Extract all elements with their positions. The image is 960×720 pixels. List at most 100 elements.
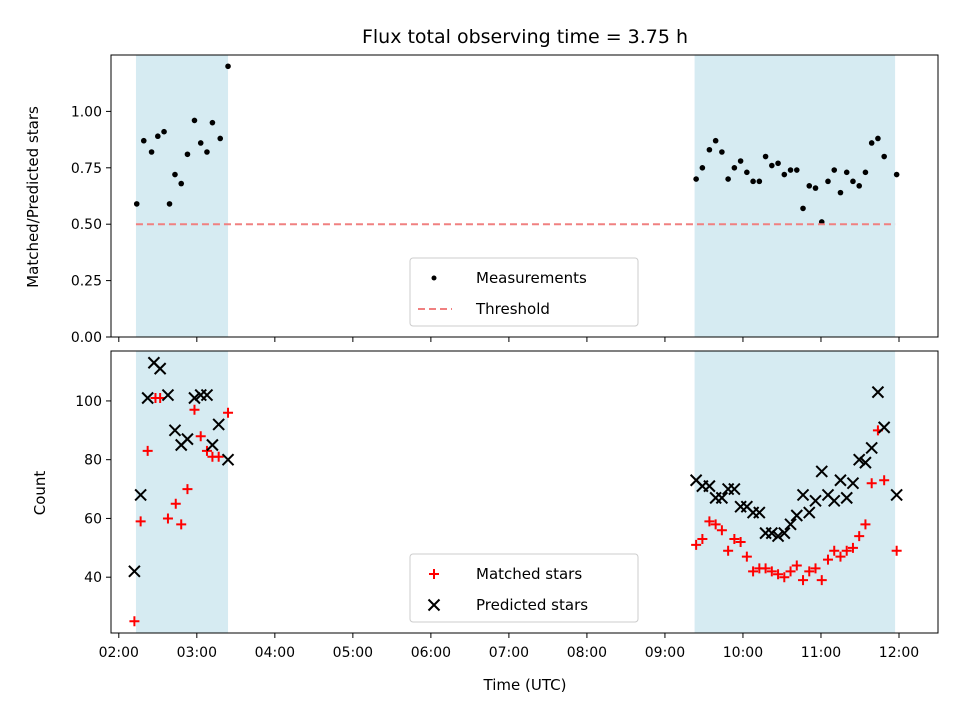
data-point (828, 494, 841, 508)
data-point (693, 176, 699, 182)
data-point (741, 551, 752, 562)
data-point (204, 149, 210, 155)
panel-ratio: 0.00 0.25 0.50 0.75 1.00 Measurements Threshol… (71, 54, 939, 346)
legend: Measurements Threshold (409, 257, 639, 327)
data-point (769, 162, 775, 169)
data-point (213, 451, 224, 462)
data-point (815, 465, 828, 478)
x-tick-label: 07:00 (489, 645, 529, 661)
y-tick-label: 80 (84, 453, 102, 469)
data-point (790, 509, 803, 522)
series-measurements (133, 63, 900, 225)
data-point (212, 418, 225, 431)
data-point (856, 183, 863, 189)
x-axis-label: Time (UTC) (483, 676, 567, 694)
data-point (723, 545, 734, 556)
data-point (787, 167, 794, 173)
series-matched-stars (129, 393, 902, 627)
data-point (760, 563, 771, 574)
chart-title: Flux total observing time = 3.75 h (362, 26, 688, 48)
data-point (791, 560, 802, 571)
data-point (781, 171, 788, 178)
series-predicted-stars (128, 356, 903, 578)
legend-label: Threshold (475, 300, 550, 318)
observing-window-0 (135, 55, 229, 337)
data-point (691, 539, 702, 550)
data-point (189, 404, 200, 415)
observing-window-1 (694, 351, 896, 633)
data-point (191, 117, 198, 124)
data-point (737, 158, 744, 164)
legend-label: Measurements (476, 269, 587, 287)
data-point (155, 393, 166, 403)
y-tick-label: 1.00 (71, 104, 102, 120)
data-point (796, 488, 810, 502)
data-point (140, 137, 147, 144)
data-point (133, 201, 140, 207)
data-point (841, 545, 852, 556)
data-point (809, 494, 822, 508)
data-point (785, 566, 796, 577)
legend-marker (427, 598, 441, 612)
data-point (153, 362, 167, 375)
data-point (843, 169, 850, 176)
data-point (890, 488, 903, 502)
legend-marker (429, 569, 439, 579)
data-point (170, 498, 181, 509)
data-point (195, 431, 206, 442)
data-point (155, 133, 161, 140)
data-point (810, 563, 821, 574)
data-point (865, 441, 878, 455)
data-point (847, 542, 858, 553)
data-point (715, 491, 729, 505)
data-point (703, 479, 716, 493)
data-point (846, 476, 860, 490)
data-point (875, 135, 881, 142)
x-tick-label: 11:00 (801, 645, 841, 661)
data-point (134, 488, 147, 502)
data-point (223, 407, 234, 418)
data-point (879, 475, 890, 486)
data-point (773, 569, 784, 580)
data-point (766, 566, 777, 577)
y-tick-label: 0.25 (71, 274, 102, 290)
x-tick-label: 09:00 (645, 645, 685, 661)
data-point (871, 385, 885, 399)
x-tick-label: 03:00 (177, 645, 217, 661)
data-point (716, 525, 727, 536)
x-tick-label: 08:00 (567, 645, 607, 661)
data-point (868, 140, 875, 146)
x-tick-label: 05:00 (333, 645, 373, 661)
y-tick-label: 0.50 (71, 217, 102, 233)
data-point (710, 519, 721, 530)
data-point (891, 545, 902, 556)
data-point (729, 534, 740, 544)
legend-label: Matched stars (476, 565, 582, 583)
data-point (825, 178, 831, 185)
data-point (172, 171, 178, 178)
data-point (835, 551, 846, 562)
data-point (182, 484, 193, 495)
data-point (162, 513, 173, 524)
data-point (135, 516, 146, 527)
plot-frame (110, 350, 939, 634)
data-point (893, 171, 900, 178)
y-tick-label: 0.75 (71, 161, 102, 177)
data-point (128, 565, 141, 578)
y-tick-label: 40 (84, 570, 102, 586)
data-point (129, 616, 140, 627)
y-tick-label: 100 (75, 394, 102, 410)
data-point (753, 506, 766, 519)
data-point (831, 167, 838, 173)
plot-frame (110, 54, 939, 338)
data-point (735, 536, 746, 547)
data-point (188, 391, 201, 405)
data-point (184, 151, 191, 158)
data-point (141, 391, 154, 405)
x-tick-label: 10:00 (723, 645, 763, 661)
data-point (706, 146, 713, 153)
data-point (712, 137, 719, 144)
data-point (837, 189, 844, 196)
data-point (142, 445, 153, 456)
